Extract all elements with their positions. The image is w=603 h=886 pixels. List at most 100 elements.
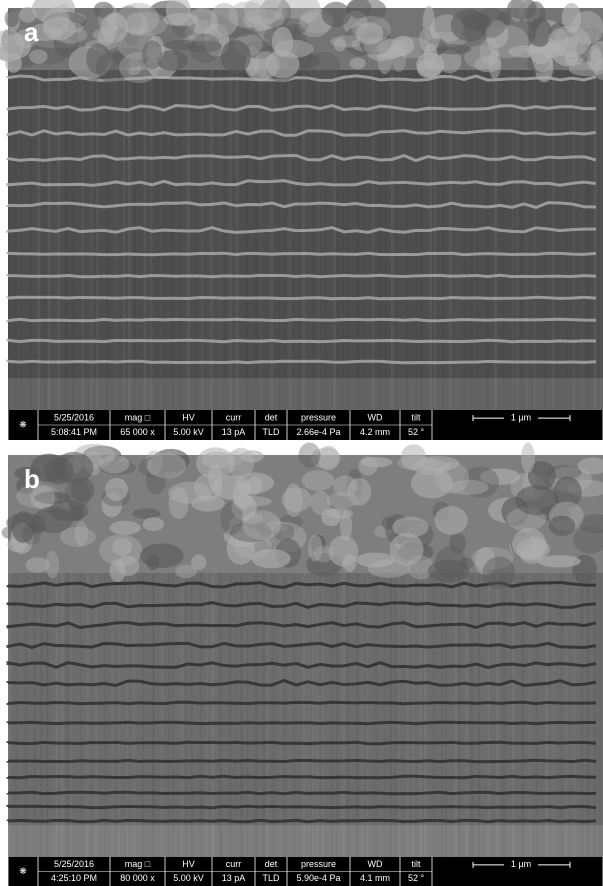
- streak: [405, 70, 409, 410]
- field-value: 4.1 mm: [360, 873, 390, 883]
- streak: [72, 70, 75, 410]
- databar: ❋ 5/25/2016 4:25:10 PM mag □ 80 000 x HV 5.00 …: [7, 857, 603, 886]
- streak: [133, 573, 136, 857]
- streak: [150, 70, 152, 410]
- layer-line: [6, 700, 597, 706]
- streak: [406, 573, 409, 857]
- streak: [521, 573, 525, 857]
- grain: [117, 26, 158, 60]
- grain: [330, 35, 366, 48]
- grain: [265, 50, 300, 79]
- grain: [333, 38, 347, 52]
- grain: [272, 523, 295, 541]
- grain: [168, 487, 189, 520]
- streak: [384, 573, 386, 857]
- field-value: 2.66e-4 Pa: [296, 427, 340, 437]
- streak: [525, 70, 528, 410]
- streak: [33, 573, 36, 857]
- layer-line: [6, 774, 597, 780]
- streak: [187, 70, 190, 410]
- streak: [201, 70, 204, 410]
- grain: [210, 2, 239, 37]
- streak: [270, 70, 273, 410]
- grain: [229, 515, 249, 537]
- streak: [573, 70, 575, 410]
- grain: [527, 18, 552, 47]
- grain: [516, 538, 550, 561]
- grain: [156, 50, 188, 71]
- scale-label-bg: [504, 858, 538, 871]
- grain: [568, 61, 603, 77]
- streak: [342, 573, 346, 857]
- streak: [254, 70, 258, 410]
- grain: [186, 7, 218, 34]
- grain: [589, 48, 603, 73]
- layer-line: [6, 758, 597, 764]
- streak: [477, 70, 479, 410]
- grain: [474, 546, 496, 576]
- streak: [441, 573, 443, 857]
- layer-line: [6, 251, 597, 257]
- field-value: 5.00 kV: [173, 873, 204, 883]
- streak: [362, 70, 365, 410]
- streak: [312, 70, 315, 410]
- streak: [57, 70, 60, 410]
- grain: [573, 525, 603, 554]
- streak: [470, 70, 473, 410]
- grain: [521, 442, 535, 473]
- grain: [18, 7, 37, 23]
- streak: [336, 573, 339, 857]
- grain: [62, 22, 84, 33]
- field-value: 52 °: [408, 873, 425, 883]
- grain: [358, 456, 378, 476]
- streak: [240, 573, 243, 857]
- grain: [418, 26, 440, 53]
- streak: [573, 573, 576, 857]
- grain: [145, 465, 166, 495]
- streak: [66, 573, 69, 857]
- streak: [80, 573, 83, 857]
- layer-line: [6, 601, 597, 609]
- streak: [283, 70, 286, 410]
- grain: [208, 464, 223, 492]
- streak: [272, 573, 275, 857]
- grain: [119, 51, 160, 84]
- streak: [470, 573, 474, 857]
- streak: [361, 573, 363, 857]
- grain: [342, 554, 357, 573]
- grain: [16, 476, 36, 495]
- grain: [21, 523, 42, 545]
- field-value: 80 000 x: [120, 873, 155, 883]
- grain: [547, 25, 591, 58]
- field-name: mag □: [125, 412, 151, 422]
- field-name: det: [265, 859, 278, 869]
- layer-line: [6, 581, 597, 589]
- grain: [259, 0, 292, 29]
- grain: [232, 481, 253, 510]
- grain: [191, 495, 225, 512]
- streak: [552, 573, 555, 857]
- layer-line: [6, 818, 597, 824]
- grain: [30, 485, 56, 510]
- substrate: [8, 378, 603, 410]
- grain: [242, 8, 285, 30]
- grain: [4, 9, 19, 28]
- field-value: 5:08:41 PM: [51, 427, 97, 437]
- field-name: curr: [226, 859, 242, 869]
- streak: [246, 573, 249, 857]
- streak: [284, 573, 286, 857]
- grain: [220, 40, 251, 74]
- grain: [266, 523, 283, 551]
- field-name: mag □: [125, 859, 151, 869]
- panel: b ❋ 5/25/2016 4:25:10 PM mag □ 80 000 x HV 5.00…: [1, 442, 603, 886]
- streak: [152, 573, 155, 857]
- streak: [394, 573, 396, 857]
- field-name: 5/25/2016: [54, 859, 94, 869]
- grain: [340, 510, 353, 542]
- grain: [6, 11, 20, 32]
- streak: [487, 573, 490, 857]
- streak: [13, 70, 16, 410]
- streak: [8, 70, 10, 410]
- grain: [109, 559, 126, 583]
